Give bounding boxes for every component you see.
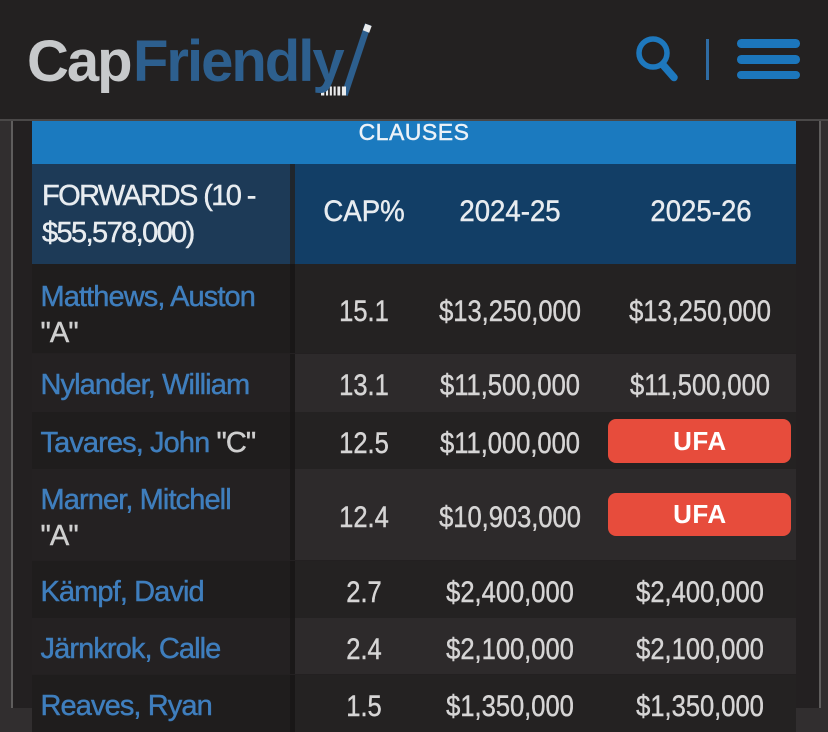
svg-text:Cap: Cap	[27, 29, 131, 94]
svg-text:Friendly: Friendly	[133, 29, 344, 94]
